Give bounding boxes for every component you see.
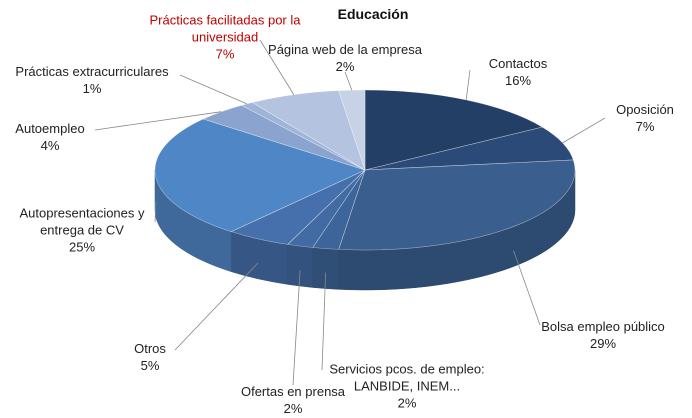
- slice: [338, 159, 576, 251]
- value-label: 2%: [283, 401, 303, 416]
- category-label: Página web de la empresa: [268, 42, 422, 57]
- slice: [154, 118, 366, 232]
- value-label: 7%: [215, 46, 235, 62]
- slice-label: Oposición 7%: [605, 101, 685, 135]
- category-label: Oposición: [616, 102, 674, 117]
- leader-line: [154, 201, 157, 223]
- leader-line: [344, 71, 353, 91]
- slice-label: Prácticas facilitadas por la universidad…: [140, 12, 310, 63]
- leader-line: [174, 262, 259, 351]
- leader-line: [94, 111, 222, 131]
- category-label: Prácticas facilitadas por la universidad: [149, 12, 301, 45]
- slice-label: Contactos 16%: [478, 55, 558, 89]
- slice-label: Autopresentaciones y entrega de CV 25%: [7, 205, 157, 256]
- value-label: 4%: [40, 138, 60, 153]
- value-label: 2%: [397, 395, 417, 411]
- slice-label: Autoempleo 4%: [5, 120, 95, 154]
- slice-label: Bolsa empleo público 29%: [518, 318, 688, 352]
- category-label: Prácticas extracurriculares: [15, 64, 169, 79]
- value-label: 29%: [589, 336, 617, 351]
- slice-label: Página web de la empresa 2%: [255, 41, 435, 75]
- category-label: Ofertas en prensa: [240, 384, 346, 399]
- slice-label: Otros 5%: [125, 340, 175, 374]
- slice-label: Servicios pcos. de empleo: LANBIDE, INEM…: [317, 361, 497, 412]
- category-label: Autoempleo: [15, 121, 85, 136]
- slice: [364, 89, 544, 171]
- value-label: 7%: [635, 119, 655, 134]
- category-label: Servicios pcos. de empleo: LANBIDE, INEM…: [329, 361, 485, 394]
- category-label: Bolsa empleo público: [541, 319, 665, 334]
- leader-line: [292, 270, 301, 386]
- value-label: 5%: [140, 358, 160, 373]
- value-label: 16%: [504, 73, 532, 88]
- leader-line: [179, 74, 248, 105]
- category-label: Autopresentaciones y entrega de CV: [19, 205, 145, 238]
- value-label: 25%: [68, 239, 96, 255]
- category-label: Otros: [134, 341, 166, 356]
- leader-line: [465, 69, 471, 100]
- leader-line: [513, 250, 541, 326]
- leader-line: [259, 39, 295, 95]
- chart-title: Educación: [337, 6, 409, 22]
- leader-line: [321, 272, 327, 371]
- slice-side: [312, 247, 339, 290]
- value-label: 2%: [335, 59, 355, 74]
- slice-side: [287, 244, 314, 288]
- value-label: 1%: [82, 81, 102, 96]
- leader-line: [562, 117, 606, 144]
- slice-label: Ofertas en prensa 2%: [233, 383, 353, 417]
- slice-label: Prácticas extracurriculares 1%: [0, 63, 187, 97]
- category-label: Contactos: [488, 56, 548, 71]
